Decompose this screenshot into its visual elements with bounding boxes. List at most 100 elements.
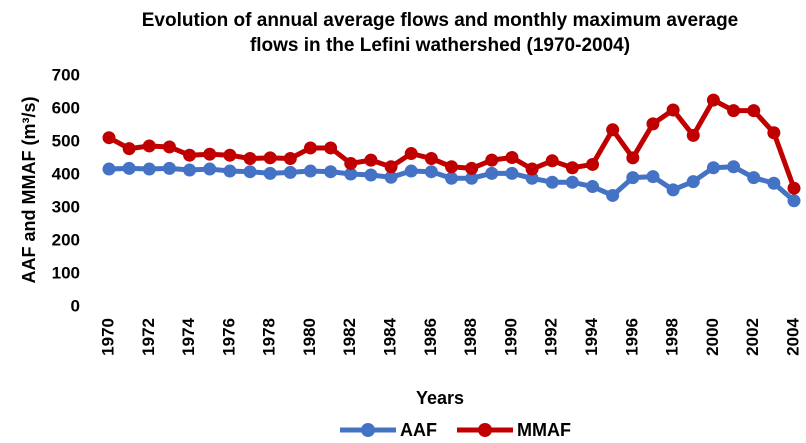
chart-title: flows in the Lefini wathershed (1970-200… xyxy=(250,35,630,56)
data-point xyxy=(586,157,600,171)
y-tick-label: 100 xyxy=(52,263,80,282)
data-point xyxy=(344,156,358,170)
data-point xyxy=(263,166,277,180)
data-point xyxy=(706,93,720,107)
data-point xyxy=(565,161,579,175)
data-point xyxy=(364,153,378,167)
y-tick-label: 500 xyxy=(52,131,80,150)
data-point xyxy=(303,164,317,178)
data-point xyxy=(223,148,237,162)
data-point xyxy=(142,139,156,153)
y-tick-label: 0 xyxy=(71,296,80,315)
data-point xyxy=(626,151,640,165)
data-point xyxy=(283,165,297,179)
data-point xyxy=(424,152,438,165)
x-tick-label: 1978 xyxy=(260,318,279,356)
data-point xyxy=(626,171,640,185)
x-tick-label: 2002 xyxy=(743,318,762,356)
x-tick-label: 1996 xyxy=(622,318,641,356)
legend-marker xyxy=(361,423,375,437)
x-tick-label: 1982 xyxy=(340,318,359,356)
data-point xyxy=(384,170,398,184)
data-point xyxy=(686,175,700,189)
y-tick-label: 300 xyxy=(52,197,80,216)
data-point xyxy=(102,162,116,176)
data-point xyxy=(183,148,197,162)
x-tick-label: 1970 xyxy=(98,318,117,356)
x-tick-label: 1992 xyxy=(542,318,561,356)
legend-label: AAF xyxy=(400,420,437,440)
data-point xyxy=(384,160,398,174)
data-point xyxy=(787,194,801,208)
data-point xyxy=(525,171,539,185)
legend-label: MMAF xyxy=(517,420,571,440)
x-axis-title: Years xyxy=(416,388,464,408)
data-point xyxy=(445,160,458,174)
x-tick-label: 1994 xyxy=(582,317,601,355)
y-axis-title: AAF and MMAF (m³/s) xyxy=(19,97,39,284)
data-point xyxy=(203,147,217,161)
data-point xyxy=(142,162,156,176)
data-point xyxy=(102,131,116,145)
data-point xyxy=(767,126,781,140)
data-point xyxy=(747,171,761,185)
data-point xyxy=(545,175,559,189)
data-point xyxy=(183,163,197,177)
data-point xyxy=(586,180,600,194)
data-point xyxy=(727,104,741,118)
data-point xyxy=(565,175,579,189)
data-point xyxy=(485,166,499,180)
y-tick-label: 400 xyxy=(52,164,80,183)
x-tick-label: 1990 xyxy=(501,318,520,356)
y-tick-label: 600 xyxy=(52,98,80,117)
data-point xyxy=(424,165,438,179)
data-point xyxy=(505,166,519,180)
data-point xyxy=(505,151,519,165)
data-point xyxy=(666,183,680,197)
data-point xyxy=(465,171,479,185)
data-point xyxy=(686,128,700,142)
data-point xyxy=(364,168,378,182)
x-tick-label: 2004 xyxy=(783,317,802,355)
data-point xyxy=(545,154,559,168)
data-point xyxy=(122,161,136,175)
data-point xyxy=(162,140,176,154)
data-point xyxy=(465,161,479,175)
data-point xyxy=(162,161,176,175)
x-tick-label: 1972 xyxy=(139,318,158,356)
data-point xyxy=(787,181,801,195)
data-point xyxy=(263,151,277,165)
data-point xyxy=(243,152,257,165)
data-point xyxy=(747,104,761,118)
data-point xyxy=(646,117,660,131)
data-point xyxy=(485,153,499,167)
data-point xyxy=(767,176,781,190)
data-point xyxy=(706,161,720,175)
legend-marker xyxy=(478,423,492,437)
y-tick-label: 200 xyxy=(52,230,80,249)
data-point xyxy=(243,165,257,179)
data-point xyxy=(203,162,217,176)
data-point xyxy=(283,152,297,165)
x-tick-label: 1984 xyxy=(381,317,400,355)
x-tick-label: 2000 xyxy=(703,318,722,356)
data-point xyxy=(646,170,660,184)
data-point xyxy=(606,123,620,137)
data-point xyxy=(404,164,418,178)
x-tick-label: 1980 xyxy=(300,318,319,356)
data-point xyxy=(223,164,237,178)
data-point xyxy=(525,162,539,176)
y-tick-label: 700 xyxy=(52,65,80,84)
x-tick-label: 1986 xyxy=(421,318,440,356)
chart-title: Evolution of annual average flows and mo… xyxy=(142,10,739,31)
data-point xyxy=(122,142,136,156)
data-point xyxy=(324,165,338,179)
data-point xyxy=(324,141,338,155)
x-tick-label: 1998 xyxy=(663,318,682,356)
data-point xyxy=(727,160,741,174)
data-point xyxy=(404,147,418,161)
x-tick-label: 1976 xyxy=(219,318,238,356)
data-point xyxy=(344,167,358,181)
data-point xyxy=(303,141,317,155)
